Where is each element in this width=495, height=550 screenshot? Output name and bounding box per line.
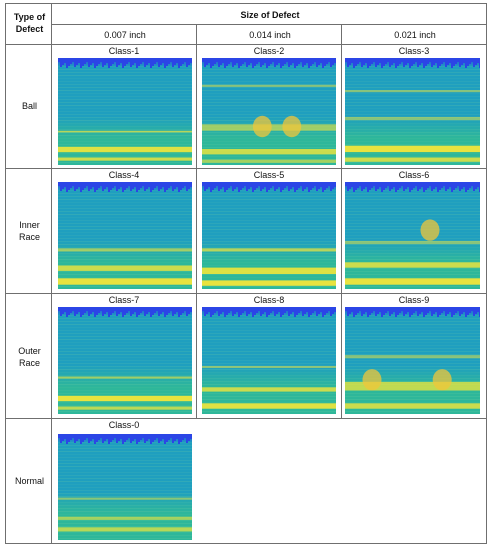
class-label-5: Class-5 — [253, 170, 285, 180]
row-label-outer-line1: Outer — [18, 346, 41, 356]
spectrogram-class-0 — [58, 434, 192, 540]
spectrogram-class-1 — [58, 58, 192, 165]
header-type-cell: Type of Defect — [5, 3, 52, 45]
spectrogram-class-5 — [202, 182, 336, 289]
row-label-inner-race: Inner Race — [5, 168, 52, 294]
row-label-inner-line2: Race — [18, 232, 40, 242]
spectrogram-class-2 — [202, 58, 336, 165]
row-label-normal-text: Normal — [14, 476, 44, 486]
class-label-3: Class-3 — [398, 46, 430, 56]
class-label-2: Class-2 — [253, 46, 285, 56]
spectrogram-class-4 — [58, 182, 192, 289]
row-label-ball-text: Ball — [21, 101, 37, 111]
class-label-4: Class-4 — [108, 170, 140, 180]
spectrogram-class-3 — [345, 58, 480, 165]
size-col-1-label: 0.007 inch — [104, 30, 146, 40]
class-label-7: Class-7 — [108, 295, 140, 305]
class-label-1: Class-1 — [108, 46, 140, 56]
class-label-0: Class-0 — [108, 420, 140, 430]
row-label-normal: Normal — [5, 418, 52, 544]
header-size-title: Size of Defect — [240, 10, 300, 20]
size-col-2: 0.014 inch — [196, 24, 342, 45]
row-label-inner-line1: Inner — [19, 220, 40, 230]
row-label-ball: Ball — [5, 44, 52, 169]
spectrogram-class-9 — [345, 307, 480, 414]
size-col-3: 0.021 inch — [341, 24, 487, 45]
class-label-6: Class-6 — [398, 170, 430, 180]
spectrogram-class-7 — [58, 307, 192, 414]
header-type-line2: Defect — [15, 24, 44, 34]
row-label-outer-line2: Race — [18, 358, 40, 368]
spectrogram-class-6 — [345, 182, 480, 289]
size-col-2-label: 0.014 inch — [249, 30, 291, 40]
row-label-outer-race: Outer Race — [5, 293, 52, 419]
spectrogram-class-8 — [202, 307, 336, 414]
class-label-8: Class-8 — [253, 295, 285, 305]
class-label-9: Class-9 — [398, 295, 430, 305]
size-col-3-label: 0.021 inch — [394, 30, 436, 40]
header-type-line1: Type of — [13, 12, 46, 22]
header-size-cell: Size of Defect — [51, 3, 487, 25]
size-col-1: 0.007 inch — [51, 24, 197, 45]
